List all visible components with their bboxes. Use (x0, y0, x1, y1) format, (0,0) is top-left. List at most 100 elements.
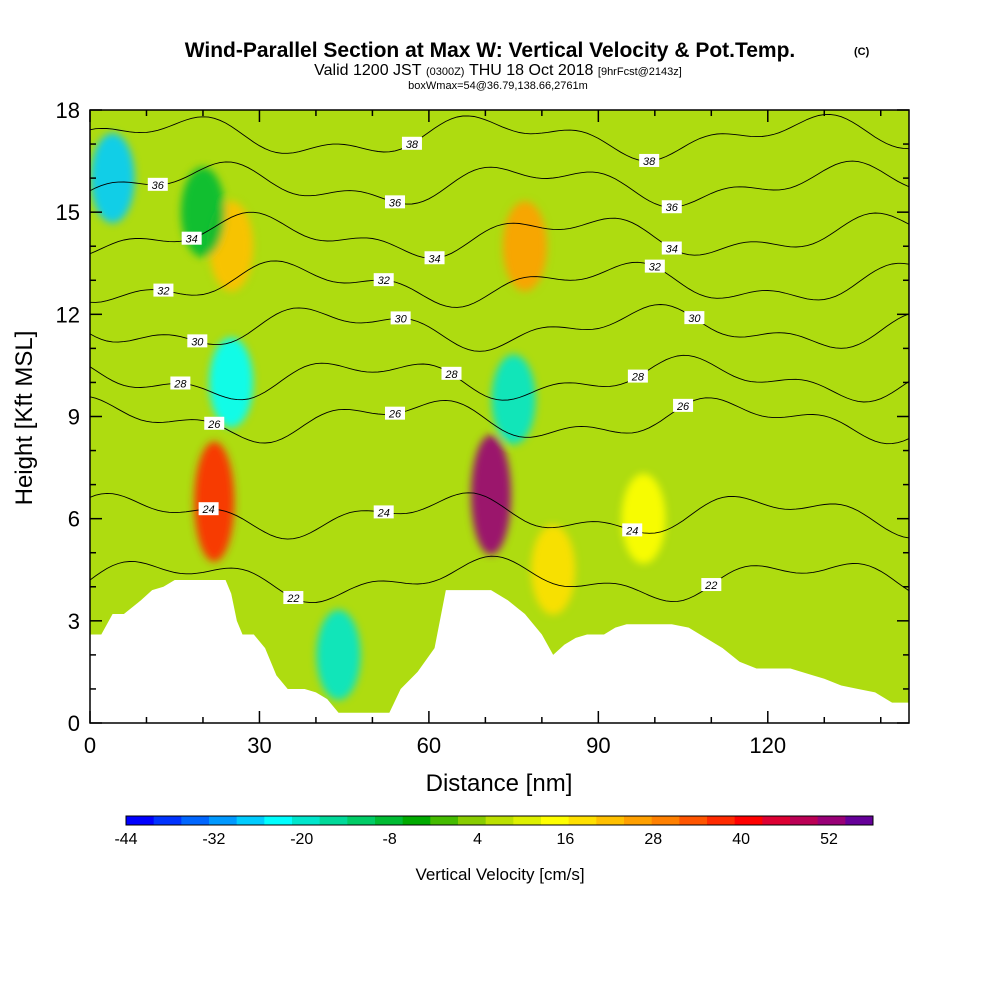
y-axis-label: Height [Kft MSL] (11, 331, 38, 506)
contour-label-36-2: 36 (661, 200, 682, 214)
colorbar-swatch (458, 816, 487, 825)
velocity-feature-3 (502, 201, 547, 292)
colorbar-swatch (596, 816, 625, 825)
contour-label-bg (441, 366, 462, 380)
contour-label-bg (170, 376, 191, 390)
contour-label-bg (385, 406, 406, 420)
colorbar-tick-label: 4 (473, 831, 482, 848)
theta-contour-30 (90, 304, 909, 352)
contour-label-bg (385, 195, 406, 209)
subtitle-date: THU 18 Oct 2018 (469, 62, 594, 79)
contour-label-text: 34 (186, 234, 198, 246)
contour-label-text: 36 (666, 202, 679, 214)
y-tick-label: 18 (56, 98, 80, 123)
colorbar-label: Vertical Velocity [cm/s] (415, 865, 584, 884)
colorbar-swatch (319, 816, 348, 825)
contour-label-36-1: 36 (385, 195, 406, 209)
colorbar-tick-label: -20 (290, 831, 313, 848)
velocity-feature-7 (209, 337, 254, 428)
x-tick-label: 60 (417, 733, 441, 758)
colorbar-frame (125, 815, 874, 826)
contour-label-bg (661, 241, 682, 255)
colorbar-tick-label: 52 (820, 831, 838, 848)
contour-label-bg (283, 591, 304, 605)
velocity-feature-5 (621, 473, 666, 564)
contour-label-30-1: 30 (390, 311, 411, 325)
contour-label-text: 36 (389, 197, 402, 209)
contour-label-text: 22 (704, 580, 717, 592)
potential-temperature-contours (90, 113, 909, 604)
contour-label-32-2: 32 (644, 259, 665, 274)
colorbar (125, 815, 874, 826)
theta-contour-32 (90, 260, 909, 308)
x-tick-label: 30 (247, 733, 271, 758)
contour-label-24-0: 24 (198, 502, 219, 516)
contour-label-text: 32 (649, 262, 661, 274)
copyright-mark: (C) (854, 46, 870, 58)
colorbar-swatch (513, 816, 542, 825)
theta-contour-36 (90, 160, 909, 208)
contour-label-bg (153, 283, 174, 297)
subtitle-forecast: [9hrFcst@2143z] (598, 66, 682, 78)
colorbar-swatch (568, 816, 597, 825)
contour-label-bg (187, 334, 208, 348)
colorbar-swatch (485, 816, 514, 825)
colorbar-swatch (790, 816, 819, 825)
theta-contour-26 (90, 396, 909, 445)
colorbar-swatch (624, 816, 653, 825)
contour-label-text: 24 (625, 525, 638, 537)
colorbar-tick-label: 28 (644, 831, 662, 848)
colorbar-swatch (430, 816, 459, 825)
theta-contour-28 (90, 354, 909, 403)
colorbar-tick-label: -32 (202, 831, 225, 848)
contour-label-34-0: 34 (181, 231, 202, 246)
contour-label-text: 28 (444, 369, 458, 381)
contour-label-text: 26 (207, 419, 221, 431)
contour-label-bg (627, 369, 648, 383)
contour-label-text: 28 (173, 378, 187, 390)
subtitle-valid: Valid 1200 JST (314, 62, 422, 79)
colorbar-swatch (402, 816, 431, 825)
contour-label-bg (639, 153, 660, 167)
colorbar-tick-label: 40 (732, 831, 750, 848)
contour-label-bg (684, 311, 705, 325)
contour-label-bg (661, 200, 682, 214)
contour-label-bg (373, 505, 394, 519)
plot-area: 22 22 24 24 24 26 26 26 28 28 28 30 30 30 32 32 32 34 34 34… (90, 110, 909, 723)
contour-label-text: 30 (191, 336, 204, 348)
colorbar-swatch (181, 816, 210, 825)
velocity-feature-0 (471, 434, 512, 555)
colorbar-swatch (153, 816, 182, 825)
contour-label-text: 34 (666, 244, 678, 256)
x-axis-label: Distance [nm] (426, 770, 573, 797)
theta-contour-22 (90, 555, 909, 604)
x-tick-label: 120 (749, 733, 786, 758)
colorbar-swatch (126, 816, 155, 825)
contour-label-bg (198, 502, 219, 516)
contour-label-text: 24 (377, 507, 390, 519)
contour-label-38-0: 38 (401, 136, 422, 151)
colorbar-swatch (236, 816, 265, 825)
contour-label-32-1: 32 (373, 273, 394, 287)
contour-label-bg (701, 578, 722, 592)
contour-label-text: 26 (676, 401, 690, 413)
contour-label-28-1: 28 (441, 366, 462, 381)
contour-label-24-2: 24 (622, 523, 643, 537)
contour-label-bg (673, 398, 694, 412)
contour-label-bg (204, 416, 225, 430)
y-tick-label: 9 (68, 405, 80, 430)
y-tick-label: 12 (56, 302, 80, 327)
contour-label-text: 30 (688, 313, 701, 325)
colorbar-tick-label: -8 (383, 831, 397, 848)
contour-label-bg (147, 177, 168, 191)
chart-title: Wind-Parallel Section at Max W: Vertical… (185, 39, 796, 62)
contour-label-38-1: 38 (639, 153, 660, 168)
contour-label-text: 32 (378, 275, 390, 287)
contour-label-text: 26 (388, 409, 402, 421)
colorbar-swatch (264, 816, 293, 825)
contour-label-bg (401, 136, 422, 150)
contour-label-22-1: 22 (701, 578, 722, 592)
colorbar-swatch (679, 816, 708, 825)
